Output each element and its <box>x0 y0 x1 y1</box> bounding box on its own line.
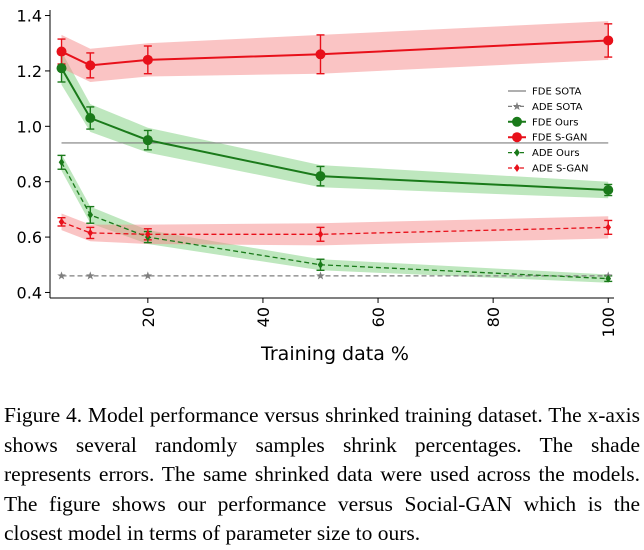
x-tick-label: 80 <box>484 307 503 327</box>
ade-ours-band <box>61 154 609 283</box>
legend: FDE SOTA ADE SOTA FDE Ours FDE S-GAN ADE Our… <box>508 87 588 175</box>
y-tick-label: 0.6 <box>17 228 42 247</box>
axis-ticks: 0.4 0.6 0.8 1.0 1.2 1.4 20 40 60 80 100 <box>17 7 619 338</box>
ade-sgan-point <box>145 230 151 239</box>
error-bands <box>61 21 609 283</box>
ade-ours-point <box>87 210 94 219</box>
ade-sota-point <box>316 271 325 280</box>
legend-fde-sgan-label: FDE S-GAN <box>532 133 587 144</box>
y-tick-label: 0.4 <box>17 283 42 302</box>
ade-sgan-point <box>58 217 65 226</box>
ade-sgan-point <box>605 223 612 232</box>
ade-ours-point <box>58 158 65 167</box>
x-axis-label: Training data % <box>260 343 409 365</box>
x-tick-label: 100 <box>599 307 618 338</box>
y-tick-label: 1.0 <box>17 117 42 136</box>
ade-ours-point <box>605 274 612 283</box>
fde-ours-point <box>603 185 614 195</box>
fde-ours-band <box>61 51 609 199</box>
fde-sgan-point <box>142 54 153 65</box>
ade-sgan-point <box>87 228 94 237</box>
fde-ours-point <box>56 63 67 74</box>
ade-ours-point <box>317 260 324 269</box>
fde-sgan-point <box>315 49 326 60</box>
figure-caption: Figure 4. Model performance versus shrin… <box>4 403 640 545</box>
ade-sota-point <box>143 271 153 280</box>
legend-ade-sgan-label: ADE S-GAN <box>532 164 588 175</box>
x-tick-label: 20 <box>139 307 158 327</box>
legend-ade-sota-label: ADE SOTA <box>532 102 583 113</box>
performance-chart: 0.4 0.6 0.8 1.0 1.2 1.4 20 40 60 80 100 Training d… <box>17 7 619 365</box>
fde-sgan-point <box>85 60 96 71</box>
legend-ade-ours-marker <box>514 148 520 157</box>
fde-sgan-point <box>603 35 614 46</box>
ade-sgan-point <box>317 230 324 239</box>
x-tick-label: 40 <box>254 307 273 327</box>
fde-ours-point <box>85 113 96 123</box>
legend-fde-ours-label: FDE Ours <box>532 117 578 128</box>
y-tick-label: 1.4 <box>17 7 42 26</box>
fde-sgan-point <box>56 46 67 57</box>
y-tick-label: 0.8 <box>17 173 42 192</box>
legend-ade-sgan-marker <box>514 164 520 172</box>
fde-ours-point <box>315 171 326 182</box>
fde-sgan-band <box>61 21 609 82</box>
ade-sgan-band <box>61 213 609 246</box>
fde-ours-point <box>142 135 153 146</box>
legend-fde-sota-label: FDE SOTA <box>532 87 582 98</box>
legend-fde-ours-marker <box>512 116 522 127</box>
legend-ade-ours-label: ADE Ours <box>532 148 580 159</box>
ade-sota-point <box>57 271 66 280</box>
x-tick-label: 60 <box>369 307 388 327</box>
data-markers <box>56 35 614 283</box>
legend-fde-sgan-marker <box>512 132 522 143</box>
ade-sota-point <box>86 271 95 280</box>
y-tick-label: 1.2 <box>17 62 42 81</box>
legend-ade-sota-marker <box>512 101 522 111</box>
